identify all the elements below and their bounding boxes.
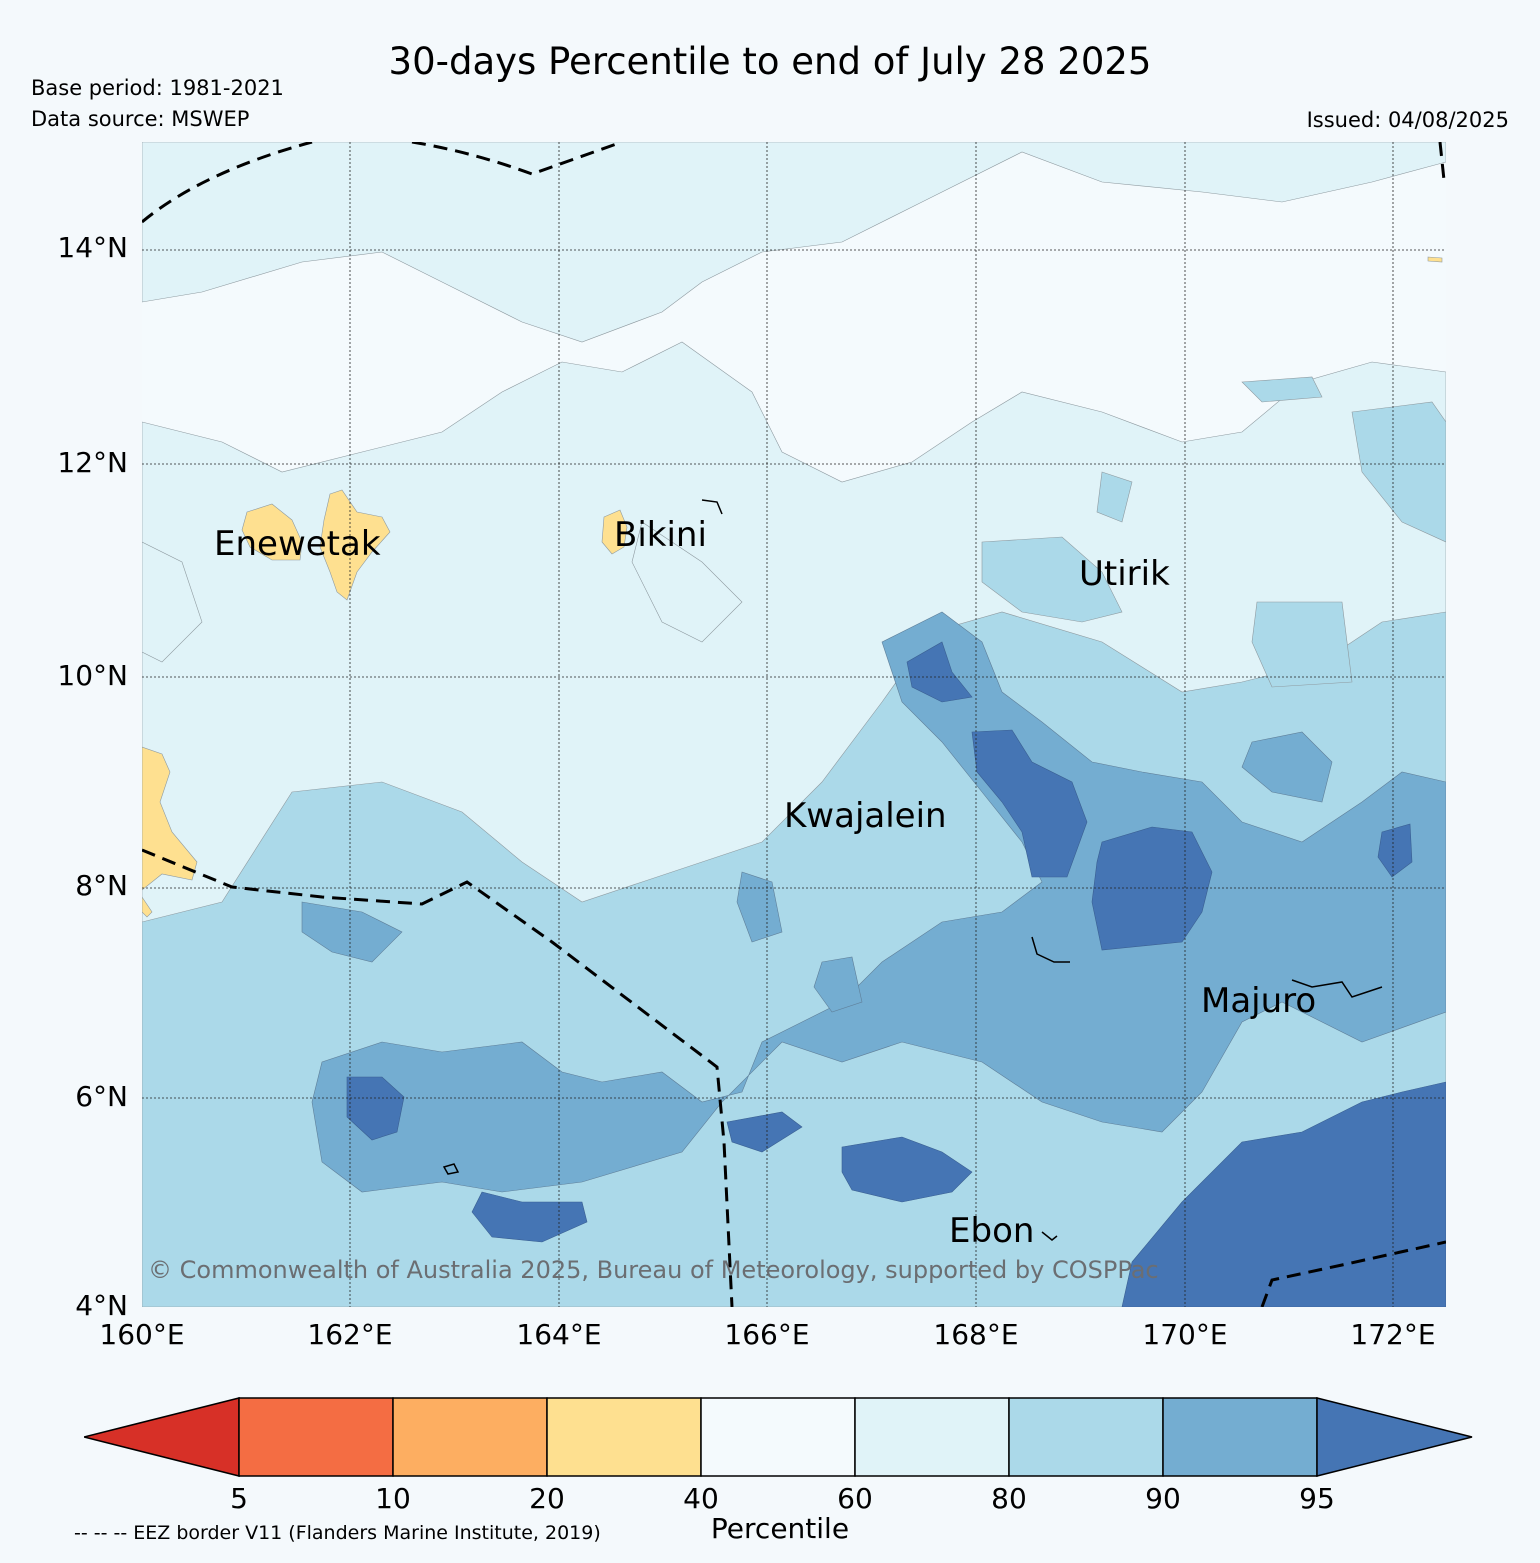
- lon-label: 160°E: [99, 1318, 185, 1351]
- colorbar-segment-40-60: [700, 1397, 856, 1477]
- lon-label: 170°E: [1142, 1318, 1228, 1351]
- colorbar-title: Percentile: [710, 1512, 850, 1545]
- lon-label: 166°E: [724, 1318, 810, 1351]
- base-period: Base period: 1981-2021: [31, 76, 284, 100]
- colorbar-tick: 10: [375, 1482, 411, 1515]
- place-label: Enewetak: [214, 524, 381, 564]
- colorbar-tick: 5: [230, 1482, 248, 1515]
- colorbar-tick: 40: [683, 1482, 719, 1515]
- colorbar-segment-5-10: [238, 1397, 394, 1477]
- fill-gt-95: [346, 641, 1446, 1307]
- colorbar-tick: 90: [1145, 1482, 1181, 1515]
- colorbar-tick: 20: [529, 1482, 565, 1515]
- colorbar-segment-80-90: [1008, 1397, 1164, 1477]
- colorbar-segment-lt5: [84, 1397, 240, 1477]
- map-title: 30-days Percentile to end of July 28 202…: [388, 40, 1152, 83]
- lon-label: 168°E: [933, 1318, 1019, 1351]
- percentile-map: Enewetak Bikini Utirik Kwajalein Majuro …: [142, 142, 1446, 1307]
- island-outlines: [442, 499, 1383, 1241]
- graticule: [142, 142, 1446, 1307]
- lat-label: 14°N: [57, 231, 128, 264]
- colorbar-tick: 80: [991, 1482, 1027, 1515]
- colorbar-segment-20-40: [546, 1397, 702, 1477]
- issued-date: Issued: 04/08/2025: [1306, 108, 1509, 132]
- colorbar-tick: 95: [1299, 1482, 1335, 1515]
- lat-label: 10°N: [57, 659, 128, 692]
- fill-20-40: [142, 256, 1443, 918]
- colorbar-segment-gt95: [1316, 1397, 1473, 1477]
- copyright-notice: © Commonwealth of Australia 2025, Bureau…: [148, 1256, 1159, 1284]
- lat-label: 4°N: [75, 1289, 128, 1322]
- eez-legend-note: -- -- -- EEZ border V11 (Flanders Marine…: [74, 1522, 601, 1544]
- fill-90-95: [301, 611, 1446, 1193]
- lon-label: 164°E: [516, 1318, 602, 1351]
- lat-label: 12°N: [57, 446, 128, 479]
- lon-label: 172°E: [1350, 1318, 1436, 1351]
- place-label: Majuro: [1201, 981, 1316, 1021]
- place-label: Ebon: [949, 1211, 1034, 1251]
- place-label: Bikini: [614, 515, 707, 555]
- lat-label: 8°N: [75, 869, 128, 902]
- colorbar-segment-10-20: [392, 1397, 548, 1477]
- place-label: Utirik: [1079, 554, 1170, 594]
- eez-border: [142, 142, 1446, 1307]
- colorbar-segment-90-95: [1162, 1397, 1318, 1477]
- colorbar-tick: 60: [837, 1482, 873, 1515]
- data-source: Data source: MSWEP: [31, 107, 250, 131]
- lon-label: 162°E: [307, 1318, 393, 1351]
- colorbar: [84, 1397, 1473, 1477]
- place-label: Kwajalein: [784, 796, 947, 836]
- lat-label: 6°N: [75, 1080, 128, 1113]
- map-canvas: Enewetak Bikini Utirik Kwajalein Majuro …: [142, 142, 1446, 1307]
- colorbar-segment-60-80: [854, 1397, 1010, 1477]
